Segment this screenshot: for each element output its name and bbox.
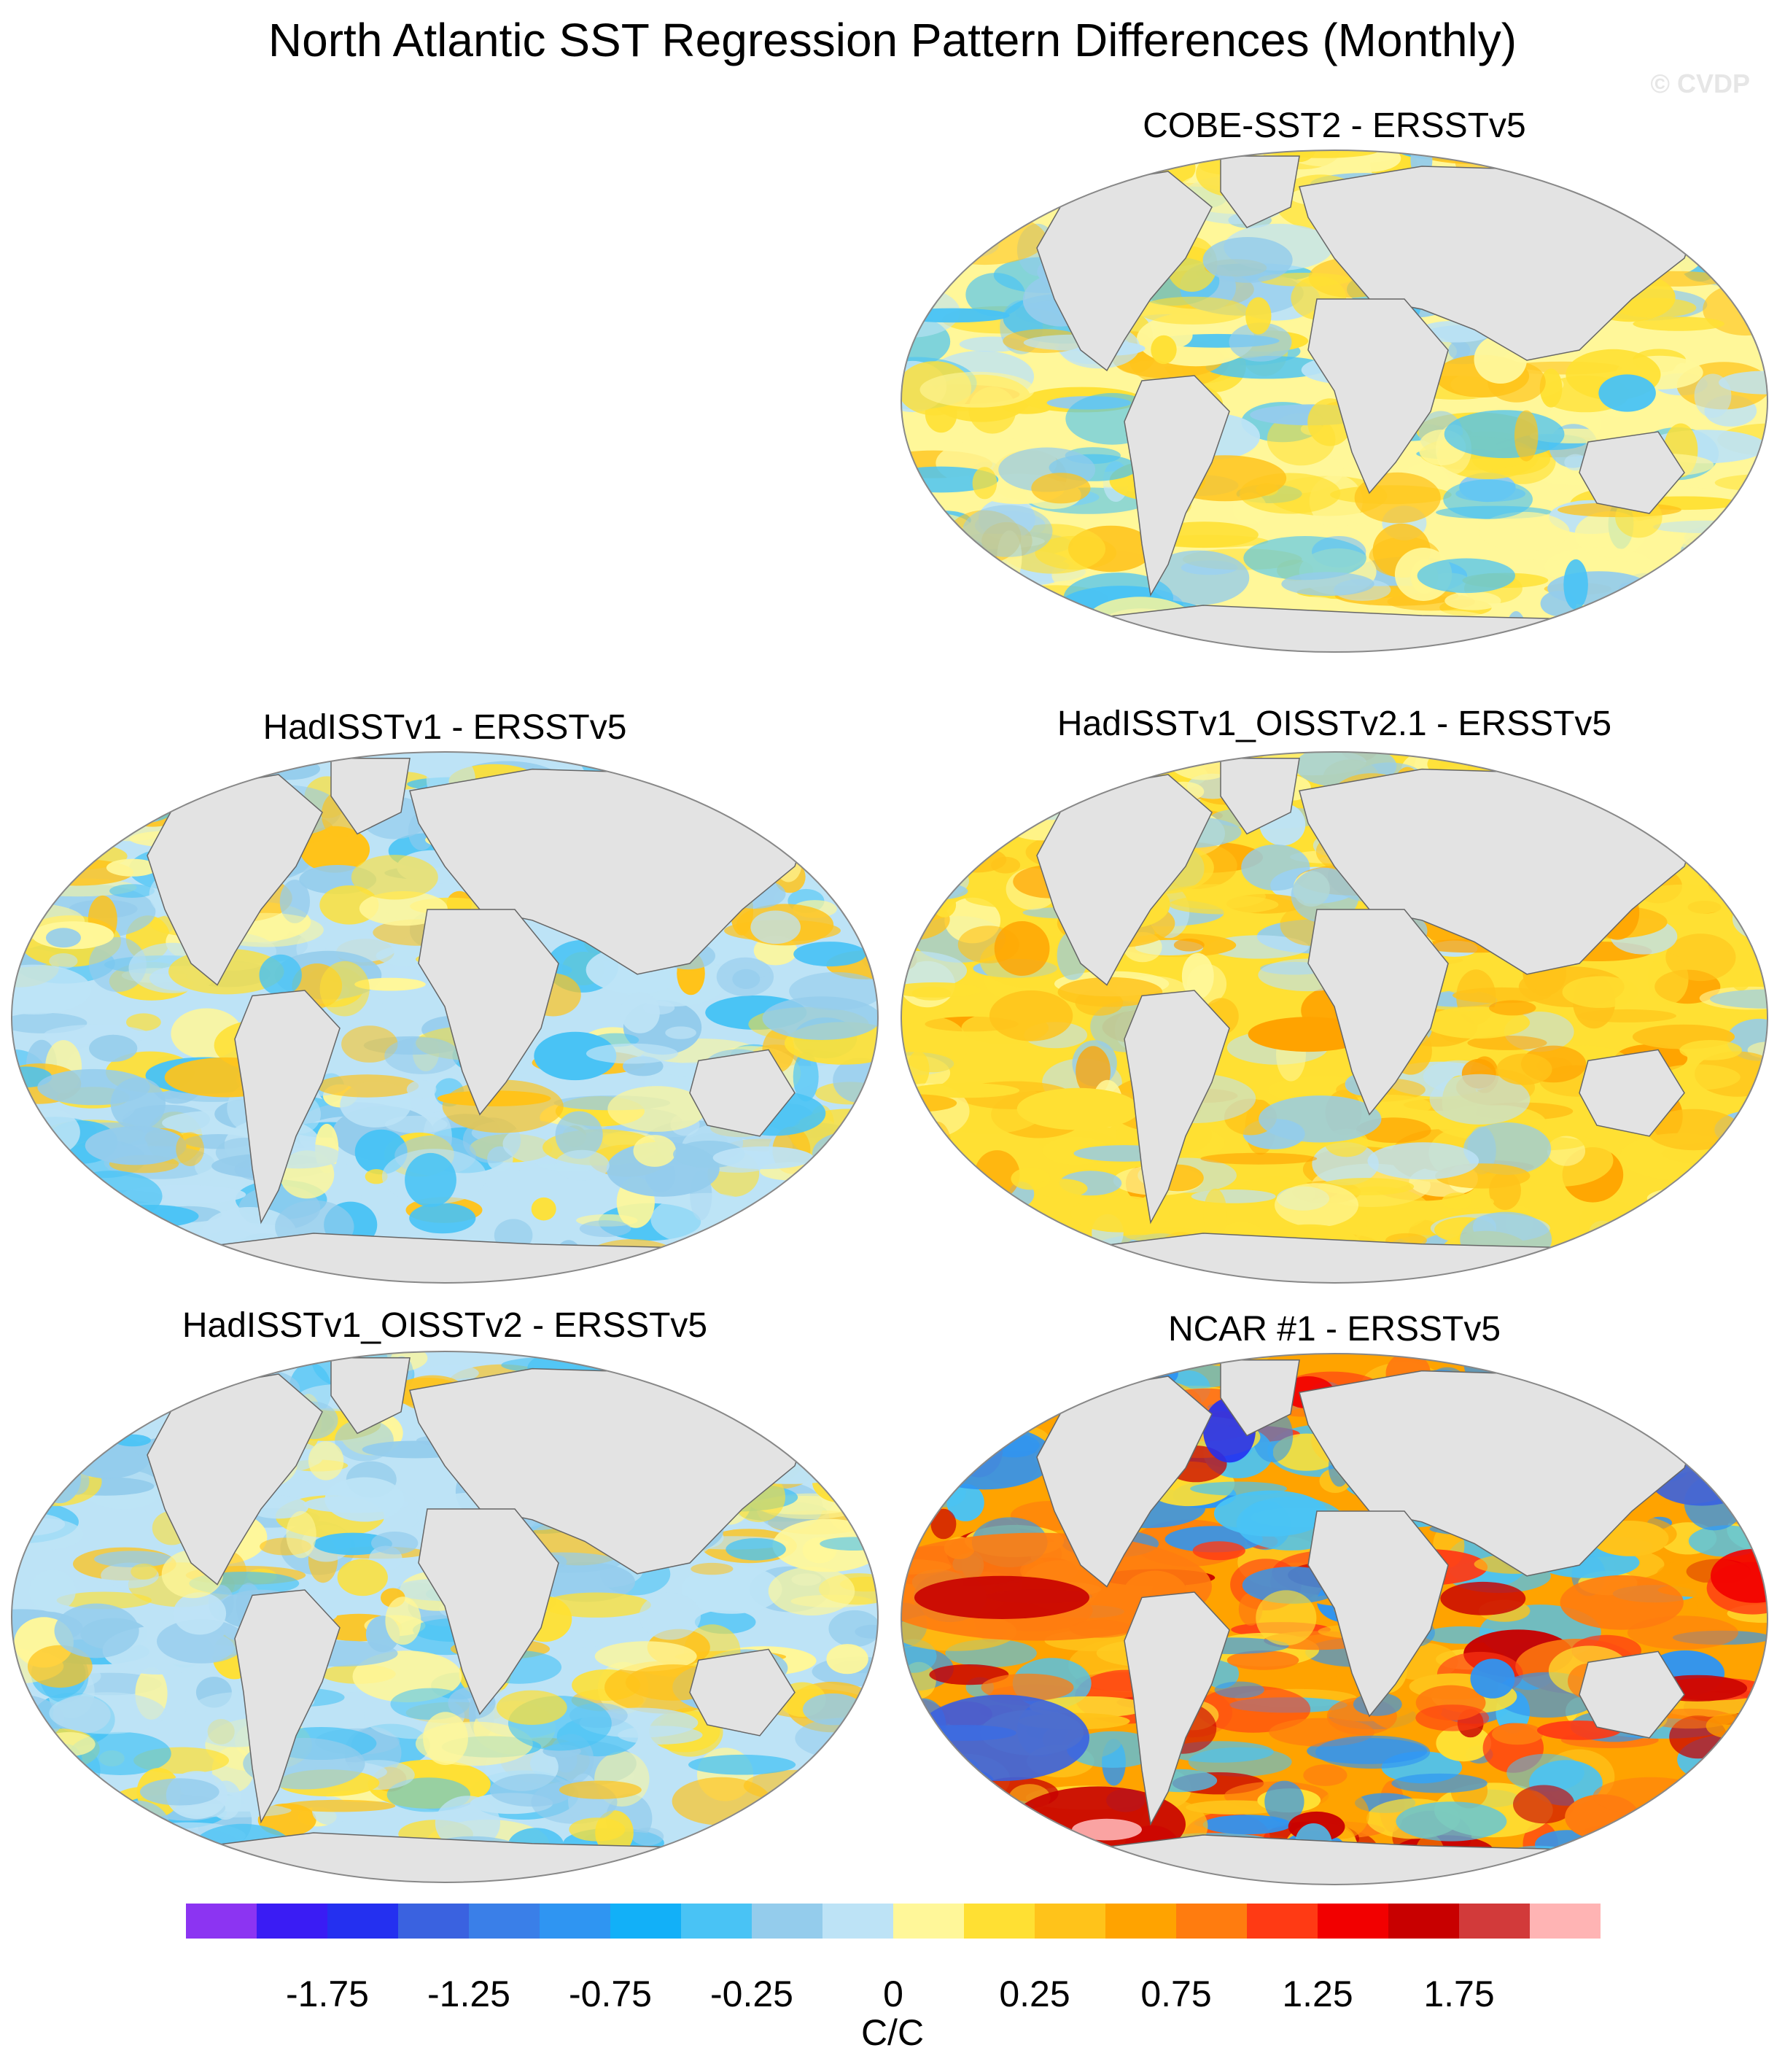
land-mass xyxy=(1124,375,1230,597)
colorbar-swatch xyxy=(257,1904,328,1939)
land-mass xyxy=(1307,1510,1449,1718)
colorbar-tick-label: -1.75 xyxy=(286,1974,369,2014)
colorbar-tick-label: -1.25 xyxy=(427,1974,510,2014)
colorbar-tick-label: 1.75 xyxy=(1423,1974,1495,2014)
panel-title: HadISSTv1_OISSTv2.1 - ERSSTv5 xyxy=(1057,705,1612,743)
colorbar xyxy=(186,1904,1601,1939)
land-mass xyxy=(330,1357,411,1435)
panel-title: HadISSTv1_OISSTv2 - ERSSTv5 xyxy=(182,1306,708,1345)
land-mass xyxy=(1124,1591,1230,1826)
colorbar-tick-label: 0 xyxy=(883,1974,903,2014)
land-mass xyxy=(418,1508,559,1715)
panel-title: COBE-SST2 - ERSSTv5 xyxy=(1143,106,1526,145)
land-mass xyxy=(330,758,411,835)
colorbar-tick-label: -0.75 xyxy=(569,1974,652,2014)
map-cobe xyxy=(901,150,1768,653)
colorbar-tick-label: 0.25 xyxy=(999,1974,1070,2014)
panel-cobe-ersstv5: COBE-SST2 - ERSSTv5 xyxy=(897,102,1772,671)
land-mass xyxy=(1579,1650,1685,1739)
colorbar-units: C/C xyxy=(860,2012,925,2053)
land-mass xyxy=(1220,155,1300,228)
map-hadisst-oisstv21 xyxy=(901,751,1768,1284)
colorbar-swatch xyxy=(469,1904,540,1939)
colorbar-swatch xyxy=(681,1904,752,1939)
colorbar-swatch xyxy=(1247,1904,1318,1939)
land-mass xyxy=(982,1233,1729,1283)
colorbar-swatch xyxy=(610,1904,682,1939)
panel-title: HadISSTv1 - ERSSTv5 xyxy=(262,708,627,747)
colorbar-swatch xyxy=(822,1904,894,1939)
land-mass xyxy=(93,1233,839,1283)
land-mass xyxy=(234,990,341,1225)
colorbar-swatch xyxy=(752,1904,823,1939)
colorbar-swatch xyxy=(186,1904,257,1939)
map-hadisst-oisstv2 xyxy=(11,1351,879,1883)
land-mass xyxy=(1307,298,1449,494)
colorbar-swatch xyxy=(540,1904,611,1939)
map-hadisst xyxy=(11,751,879,1284)
colorbar-swatch xyxy=(327,1904,399,1939)
colorbar-swatch xyxy=(1318,1904,1389,1939)
colorbar-swatch xyxy=(1176,1904,1248,1939)
colorbar-swatch xyxy=(964,1904,1035,1939)
land-mass xyxy=(1579,431,1685,514)
colorbar-swatch xyxy=(398,1904,470,1939)
land-mass xyxy=(689,1049,796,1137)
colorbar-swatch xyxy=(893,1904,965,1939)
panel-hadisst-ersstv5: HadISSTv1 - ERSSTv5 xyxy=(7,704,882,1287)
colorbar-swatch xyxy=(1105,1904,1177,1939)
colorbar-tick-label: 0.75 xyxy=(1140,1974,1212,2014)
land-mass xyxy=(1579,1049,1685,1137)
colorbar-tick-label: 1.25 xyxy=(1282,1974,1353,2014)
panel-title: NCAR #1 - ERSSTv5 xyxy=(1167,1310,1501,1349)
land-mass xyxy=(1036,1375,1213,1588)
land-mass xyxy=(147,1373,323,1586)
land-mass xyxy=(1036,774,1213,986)
colorbar-swatch xyxy=(1459,1904,1531,1939)
cvdp-watermark: © CVDP xyxy=(1650,69,1750,98)
figure-title: North Atlantic SST Regression Pattern Di… xyxy=(268,14,1517,66)
land-mass xyxy=(147,774,323,986)
panel-hadisst-oisstv21-ersstv5: HadISSTv1_OISSTv2.1 - ERSSTv5 xyxy=(897,700,1772,1284)
land-mass xyxy=(982,605,1729,652)
map-ncar1 xyxy=(901,1353,1768,1885)
colorbar-labels: -1.75 -1.25 -0.75 -0.25 0 0.25 0.75 1.25 1.75 xyxy=(0,1973,1785,2017)
land-mass xyxy=(1036,171,1213,372)
land-mass xyxy=(93,1832,839,1882)
land-mass xyxy=(418,909,559,1116)
colorbar-tick-label: -0.25 xyxy=(710,1974,793,2014)
land-mass xyxy=(234,1589,341,1824)
land-mass xyxy=(1220,1359,1300,1437)
colorbar-swatch xyxy=(1035,1904,1106,1939)
panel-hadisst-oisstv2-ersstv5: HadISSTv1_OISSTv2 - ERSSTv5 xyxy=(7,1302,882,1885)
colorbar-swatch xyxy=(1388,1904,1460,1939)
panel-ncar1-ersstv5: NCAR #1 - ERSSTv5 xyxy=(897,1305,1772,1889)
colorbar-swatch xyxy=(1530,1904,1601,1939)
land-mass xyxy=(1307,909,1449,1116)
land-mass xyxy=(1124,990,1230,1225)
land-mass xyxy=(1220,758,1300,835)
land-mass xyxy=(982,1834,1729,1885)
land-mass xyxy=(689,1648,796,1737)
